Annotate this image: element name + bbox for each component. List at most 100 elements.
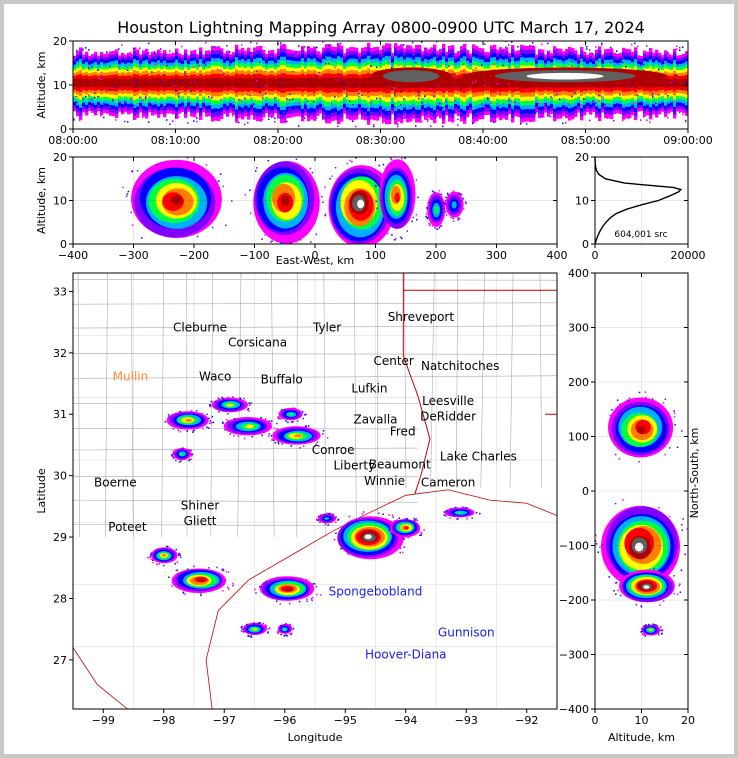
source-speckle — [355, 114, 357, 117]
source-speckle — [457, 517, 459, 520]
source-speckle — [652, 93, 654, 96]
source-speckle — [661, 629, 664, 632]
source-speckle — [376, 97, 378, 100]
source-speckle — [676, 45, 678, 47]
source-speckle — [673, 416, 676, 418]
source-speckle — [127, 66, 129, 69]
density-column — [307, 77, 311, 89]
source-speckle — [324, 523, 327, 525]
density-column — [661, 78, 665, 87]
source-speckle — [163, 74, 165, 76]
source-speckle — [343, 87, 345, 90]
source-speckle — [163, 107, 165, 109]
source-speckle — [295, 55, 297, 57]
source-speckle — [179, 430, 182, 433]
source-speckle — [268, 433, 271, 435]
source-speckle — [250, 635, 252, 637]
source-speckle — [454, 507, 456, 510]
source-speckle — [235, 52, 237, 55]
source-speckle — [274, 117, 276, 120]
source-speckle — [94, 112, 96, 115]
density-column — [481, 77, 485, 88]
latitude-tick-label: 32 — [53, 347, 67, 360]
source-speckle — [415, 179, 418, 181]
source-speckle — [340, 45, 342, 47]
density-column — [466, 78, 470, 88]
source-speckle — [278, 417, 281, 420]
source-speckle — [210, 421, 213, 424]
source-speckle — [76, 96, 78, 98]
source-speckle — [227, 396, 229, 399]
source-speckle — [427, 120, 429, 123]
source-speckle — [499, 92, 501, 95]
source-speckle — [452, 190, 455, 192]
time-tick-label: 08:20:00 — [253, 134, 302, 147]
source-speckle — [547, 86, 549, 89]
source-speckle — [328, 62, 330, 65]
source-speckle — [332, 513, 334, 516]
source-speckle — [322, 53, 324, 56]
source-speckle — [322, 433, 324, 435]
source-speckle — [310, 109, 312, 112]
density-hotspot — [526, 72, 604, 80]
density-column — [319, 78, 323, 88]
source-speckle — [133, 47, 135, 50]
density-column — [256, 77, 260, 89]
density-column — [298, 78, 302, 88]
source-speckle — [151, 103, 153, 106]
source-speckle — [676, 593, 679, 596]
source-speckle — [149, 554, 152, 556]
density-column — [232, 78, 236, 88]
source-speckle — [433, 191, 435, 193]
source-speckle — [229, 64, 231, 66]
source-speckle — [247, 635, 249, 637]
source-speckle — [190, 102, 192, 104]
source-speckle — [324, 186, 326, 188]
source-speckle — [148, 42, 150, 45]
source-speckle — [637, 109, 639, 112]
source-speckle — [438, 227, 441, 229]
density-column — [472, 77, 476, 89]
source-speckle — [426, 207, 428, 209]
source-speckle — [439, 90, 441, 93]
source-speckle — [157, 110, 159, 113]
source-speckle — [426, 217, 429, 220]
source-speckle — [418, 97, 420, 100]
density-contour — [648, 628, 653, 631]
city-label: Boerne — [94, 476, 137, 490]
source-speckle — [601, 42, 603, 45]
source-speckle — [250, 41, 252, 44]
source-speckle — [202, 90, 204, 92]
source-speckle — [79, 119, 81, 122]
source-speckle — [538, 52, 540, 55]
source-speckle — [247, 408, 250, 410]
source-speckle — [217, 68, 219, 71]
county-line — [77, 273, 81, 538]
density-contour — [244, 424, 255, 429]
source-speckle — [644, 635, 647, 637]
source-speckle — [118, 66, 120, 69]
source-speckle — [631, 43, 633, 46]
source-speckle — [580, 51, 582, 54]
source-speckle — [167, 545, 169, 548]
source-speckle — [165, 545, 168, 548]
source-speckle — [399, 551, 401, 554]
source-speckle — [475, 90, 477, 92]
density-column — [100, 78, 104, 88]
source-speckle — [221, 421, 224, 424]
density-contour — [281, 194, 290, 206]
source-speckle — [196, 120, 198, 123]
county-line — [210, 273, 213, 538]
source-speckle — [601, 44, 603, 46]
source-speckle — [316, 441, 319, 443]
source-speckle — [259, 585, 261, 588]
source-speckle — [272, 434, 275, 436]
county-line — [73, 499, 418, 503]
source-speckle — [393, 534, 396, 536]
longitude-tick-label: −96 — [273, 714, 296, 727]
density-column — [115, 78, 119, 88]
source-speckle — [239, 397, 241, 399]
density-column — [151, 78, 155, 88]
source-speckle — [196, 85, 198, 87]
density-column — [340, 77, 344, 89]
